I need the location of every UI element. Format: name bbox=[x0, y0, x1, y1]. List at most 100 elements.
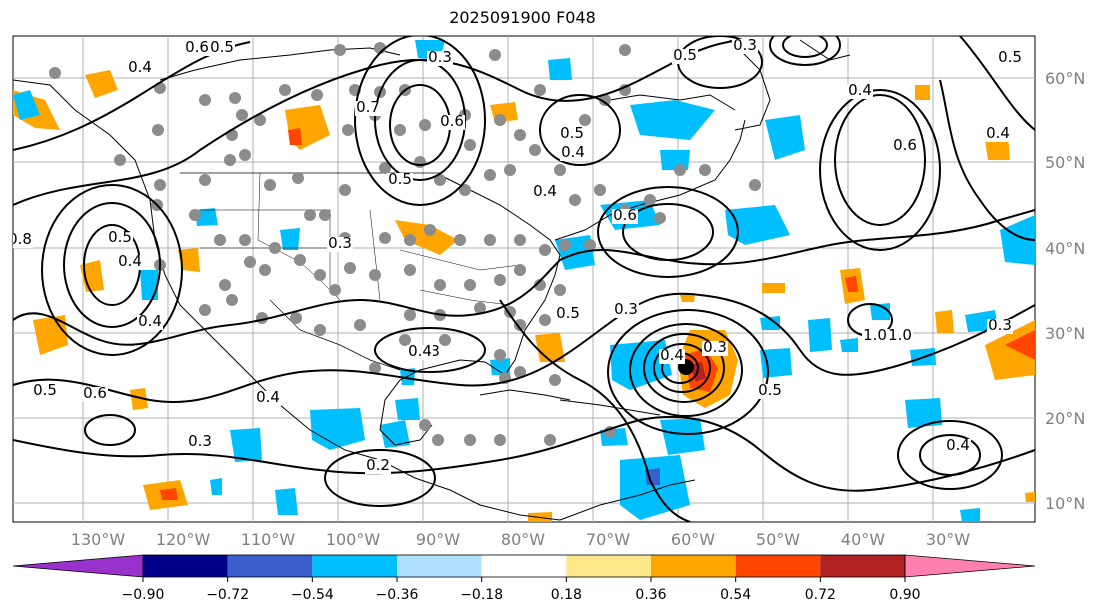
contour-label: 0.3 bbox=[188, 432, 212, 450]
contour-label: 0.4 bbox=[848, 81, 872, 99]
contour-label: 0.4 bbox=[128, 58, 152, 76]
station-marker bbox=[214, 234, 226, 246]
station-marker bbox=[379, 162, 391, 174]
longitude-label: 90°W bbox=[416, 530, 460, 549]
station-marker bbox=[599, 94, 611, 106]
station-marker bbox=[379, 232, 391, 244]
station-marker bbox=[49, 67, 61, 79]
station-marker bbox=[474, 302, 486, 314]
station-marker bbox=[619, 44, 631, 56]
station-marker bbox=[304, 209, 316, 221]
station-marker bbox=[199, 174, 211, 186]
colorbar-segment bbox=[312, 555, 397, 577]
colorbar-segment bbox=[481, 555, 567, 577]
colorbar-tick-label: 0.72 bbox=[805, 587, 836, 603]
contour-label: 0.4 bbox=[118, 252, 142, 270]
station-marker bbox=[514, 319, 526, 331]
contour-label: 0.4 bbox=[533, 182, 557, 200]
station-marker bbox=[404, 309, 416, 321]
contour-label: 0.5 bbox=[998, 48, 1022, 66]
longitude-label: 80°W bbox=[501, 530, 545, 549]
latitude-label: 40°N bbox=[1045, 239, 1085, 258]
station-marker bbox=[419, 119, 431, 131]
contour-label: 0.6 bbox=[613, 206, 637, 224]
contour-label: 0.6 bbox=[440, 112, 464, 130]
station-marker bbox=[414, 156, 426, 168]
station-marker bbox=[404, 264, 416, 276]
station-marker bbox=[404, 234, 416, 246]
contour-label: 0.3 bbox=[703, 338, 727, 356]
station-marker bbox=[554, 164, 566, 176]
contour-label: 0.5 bbox=[556, 304, 580, 322]
station-marker bbox=[219, 279, 231, 291]
contour-label: 1.0 bbox=[863, 326, 887, 344]
latitude-label: 50°N bbox=[1045, 153, 1085, 172]
station-marker bbox=[559, 239, 571, 251]
longitude-label: 120°W bbox=[156, 530, 211, 549]
station-marker bbox=[654, 212, 666, 224]
station-marker bbox=[329, 284, 341, 296]
station-marker bbox=[319, 209, 331, 221]
station-marker bbox=[489, 49, 501, 61]
station-marker bbox=[514, 129, 526, 141]
station-marker bbox=[569, 194, 581, 206]
latitude-labels: 60°N 50°N 40°N 30°N 20°N 10°N bbox=[1045, 69, 1085, 513]
plot-title: 2025091900 F048 bbox=[449, 8, 596, 27]
station-marker bbox=[239, 234, 251, 246]
station-marker bbox=[259, 264, 271, 276]
contour-label: 0.5 bbox=[33, 381, 57, 399]
station-marker bbox=[459, 184, 471, 196]
colorbar-segment bbox=[227, 555, 313, 577]
station-marker bbox=[369, 362, 381, 374]
station-markers bbox=[49, 42, 761, 446]
contour-label: 1.0 bbox=[888, 326, 912, 344]
station-marker bbox=[152, 124, 164, 136]
station-marker bbox=[419, 419, 431, 431]
station-marker bbox=[494, 349, 506, 361]
station-marker bbox=[514, 264, 526, 276]
station-marker bbox=[394, 124, 406, 136]
station-marker bbox=[269, 242, 281, 254]
station-marker bbox=[424, 224, 436, 236]
colorbar: −0.90 −0.72 −0.54 −0.36 −0.18 0.18 0.36 0.54 0.7… bbox=[12, 554, 1036, 603]
longitude-label: 130°W bbox=[71, 530, 126, 549]
contour-label: 0.4 bbox=[946, 436, 970, 454]
contour-label: 0.6 bbox=[893, 136, 917, 154]
station-marker bbox=[579, 114, 591, 126]
station-marker bbox=[549, 374, 561, 386]
contour-label: 0.5 bbox=[758, 381, 782, 399]
station-marker bbox=[644, 194, 656, 206]
station-marker bbox=[504, 164, 516, 176]
colorbar-segment bbox=[143, 555, 228, 577]
station-marker bbox=[199, 304, 211, 316]
longitude-label: 50°W bbox=[756, 530, 800, 549]
contour-label: 0.4 bbox=[561, 143, 585, 161]
station-marker bbox=[534, 279, 546, 291]
longitude-label: 100°W bbox=[326, 530, 381, 549]
station-marker bbox=[314, 324, 326, 336]
station-marker bbox=[539, 244, 551, 256]
station-marker bbox=[314, 269, 326, 281]
contour-label: 0.3 bbox=[328, 234, 352, 252]
contour-label: 0.5 bbox=[108, 228, 132, 246]
contour-label: 0.4 bbox=[138, 312, 162, 330]
contour-label: 0.2 bbox=[366, 456, 390, 474]
station-marker bbox=[494, 114, 506, 126]
contour-label: 0.6 bbox=[83, 384, 107, 402]
station-marker bbox=[439, 334, 451, 346]
station-marker bbox=[464, 434, 476, 446]
station-marker bbox=[484, 169, 496, 181]
station-marker bbox=[369, 269, 381, 281]
station-marker bbox=[244, 256, 256, 268]
station-marker bbox=[229, 92, 241, 104]
contour-label: 0.5 bbox=[210, 38, 234, 56]
station-marker bbox=[619, 84, 631, 96]
colorbar-segment bbox=[566, 555, 651, 577]
station-marker bbox=[236, 109, 248, 121]
station-marker bbox=[114, 154, 126, 166]
colorbar-tick-label: −0.72 bbox=[206, 587, 249, 603]
station-marker bbox=[464, 139, 476, 151]
longitude-label: 110°W bbox=[241, 530, 296, 549]
station-marker bbox=[434, 174, 446, 186]
station-marker bbox=[342, 124, 354, 136]
